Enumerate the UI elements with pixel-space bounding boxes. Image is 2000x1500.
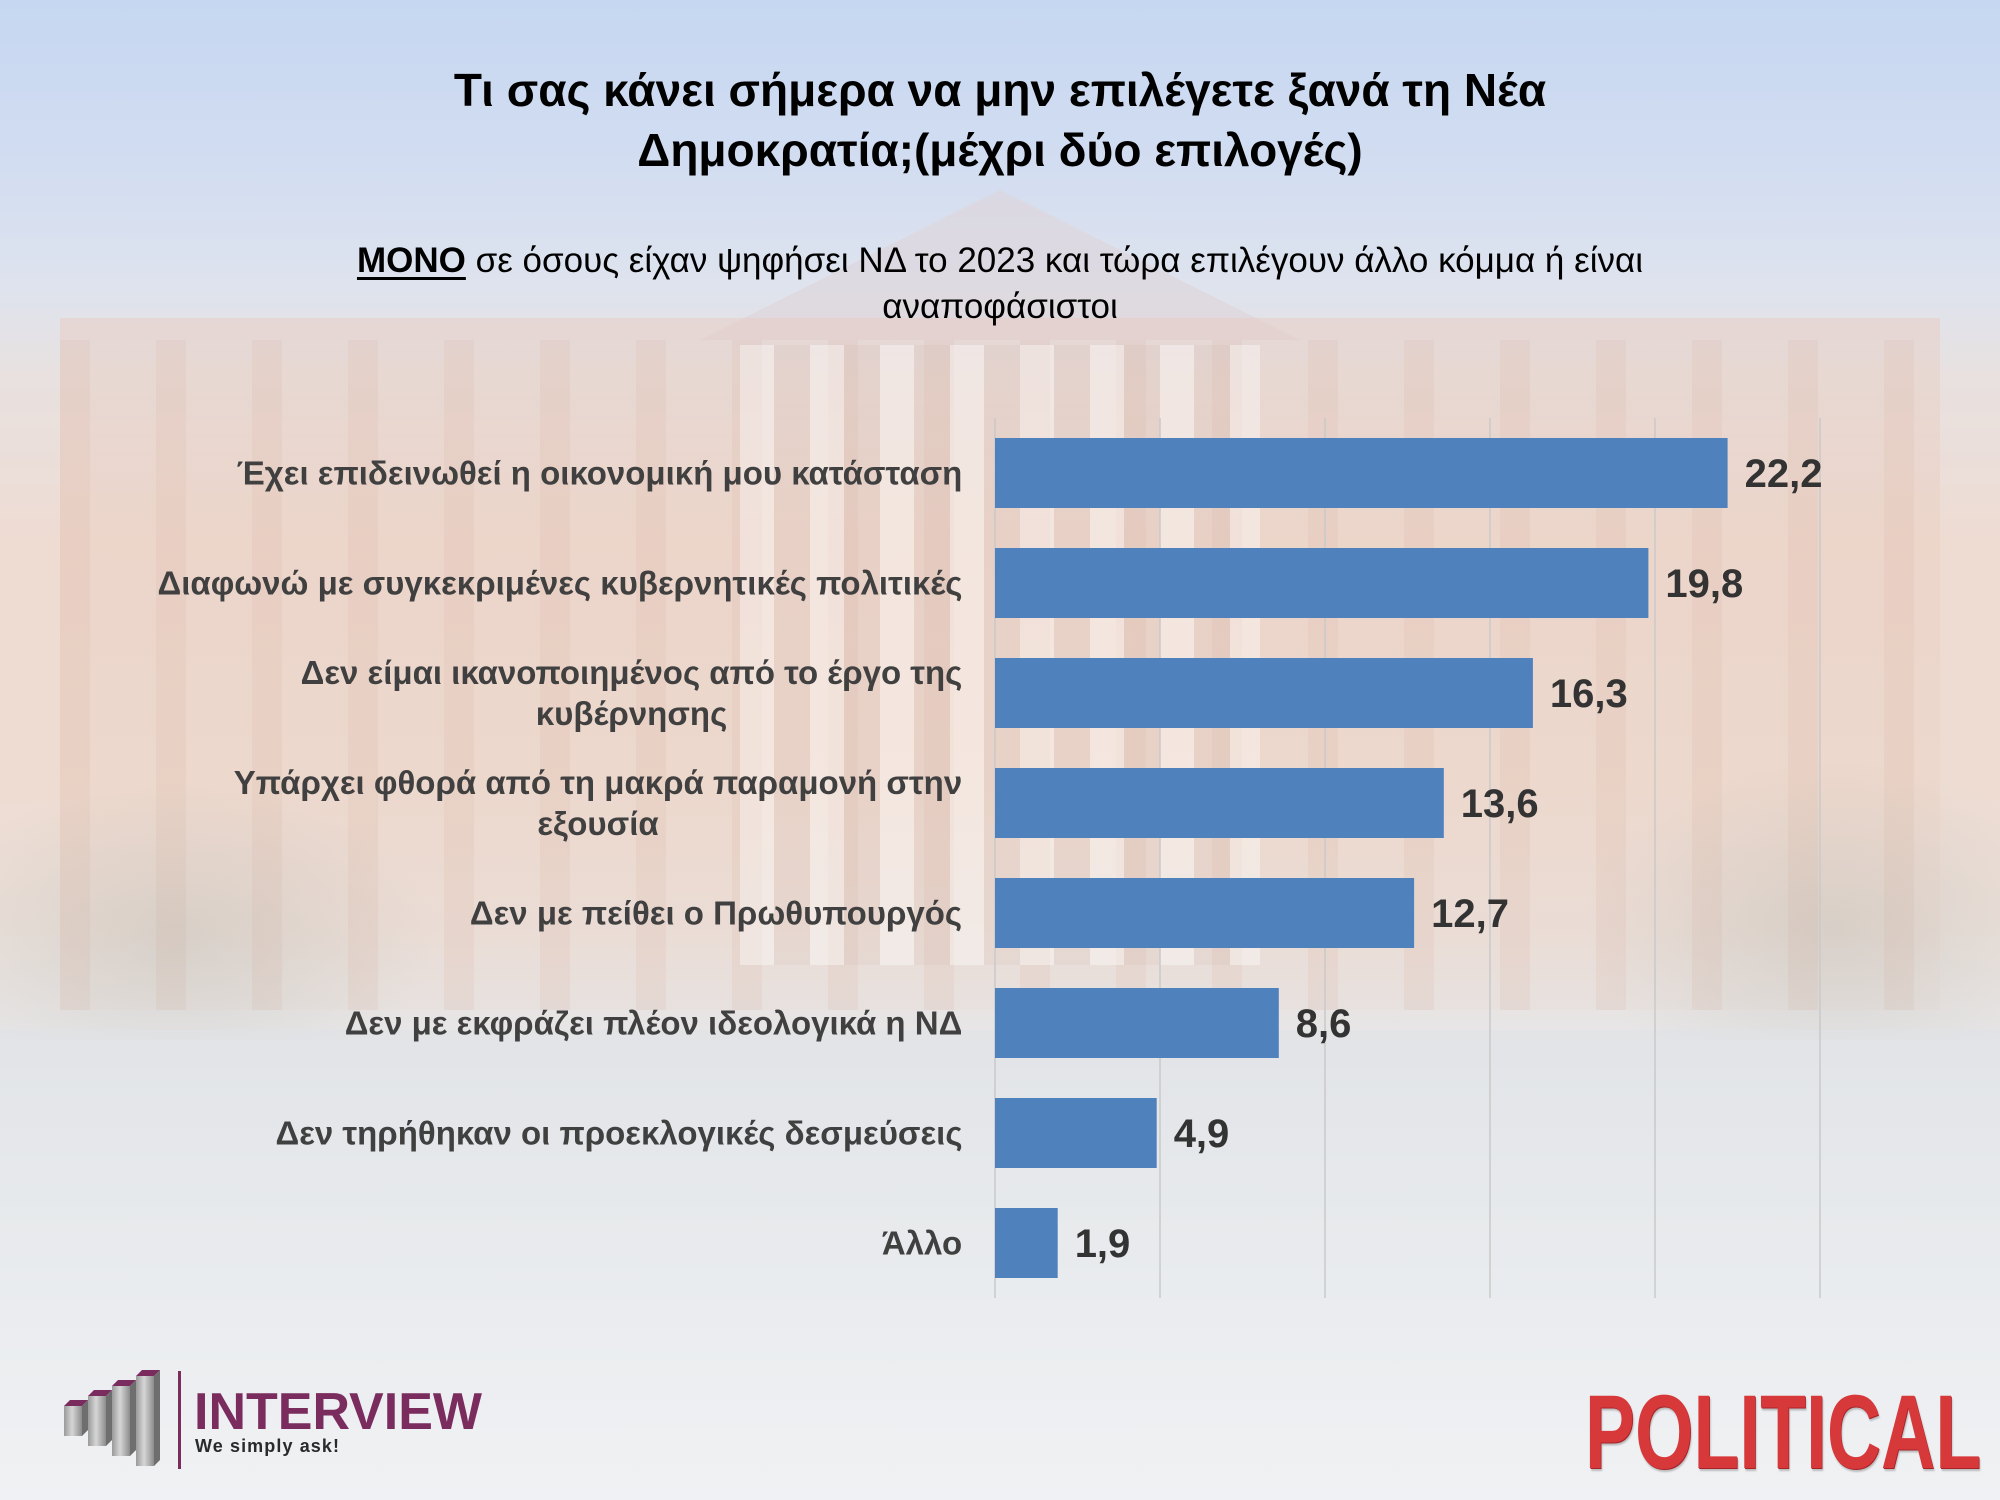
bar <box>995 988 1279 1058</box>
data-label: 4,9 <box>1174 1112 1230 1156</box>
data-label: 8,6 <box>1296 1002 1352 1046</box>
bar <box>995 438 1728 508</box>
data-label: 12,7 <box>1431 892 1509 936</box>
category-label: Διαφωνώ με συγκεκριμένες κυβερνητικές πο… <box>157 564 963 602</box>
chart-subtitle: ΜΟΝΟ σε όσους είχαν ψηφήσει ΝΔ το 2023 κ… <box>260 238 1740 330</box>
logo-divider <box>178 1371 181 1469</box>
bar <box>995 768 1444 838</box>
category-label: Δεν με πείθει ο Πρωθυπουργός <box>469 894 963 932</box>
icon-column <box>88 1390 112 1446</box>
data-label: 13,6 <box>1461 782 1539 826</box>
icon-column <box>64 1400 88 1436</box>
icon-column <box>136 1370 160 1466</box>
category-label: Δεν με εκφράζει πλέον ιδεολογικά η ΝΔ <box>344 1004 963 1042</box>
stacked-bars-icon <box>64 1370 160 1466</box>
interview-tagline: We simply ask! <box>195 1436 341 1456</box>
chart-title: Τι σας κάνει σήμερα να μην επιλέγετε ξαν… <box>453 64 1547 176</box>
icon-column <box>112 1380 136 1456</box>
political-logo: POLITICAL <box>1584 1374 1981 1491</box>
bar <box>995 548 1649 618</box>
bar <box>995 878 1415 948</box>
bar <box>995 1098 1157 1168</box>
bar <box>995 658 1533 728</box>
category-label: Δεν τηρήθηκαν οι προεκλογικές δεσμεύσεις <box>275 1114 963 1152</box>
category-label: Δεν είμαι ικανοποιημένος από το έργο της… <box>300 654 963 732</box>
category-label: Έχει επιδεινωθεί η οικονομική μου κατάστ… <box>236 454 963 492</box>
subtitle-emphasis: ΜΟΝΟ <box>356 241 466 280</box>
interview-wordmark: INTERVIEW <box>194 1383 482 1441</box>
data-label: 1,9 <box>1075 1222 1131 1266</box>
category-label: Υπάρχει φθορά από τη μακρά παραμονή στην… <box>233 764 963 842</box>
data-label: 19,8 <box>1665 562 1743 606</box>
data-label: 16,3 <box>1550 672 1628 716</box>
subtitle-text: σε όσους είχαν ψηφήσει ΝΔ το 2023 και τώ… <box>475 241 1643 326</box>
bar <box>995 1208 1058 1278</box>
data-label: 22,2 <box>1745 452 1823 496</box>
category-label: Άλλο <box>881 1224 963 1262</box>
